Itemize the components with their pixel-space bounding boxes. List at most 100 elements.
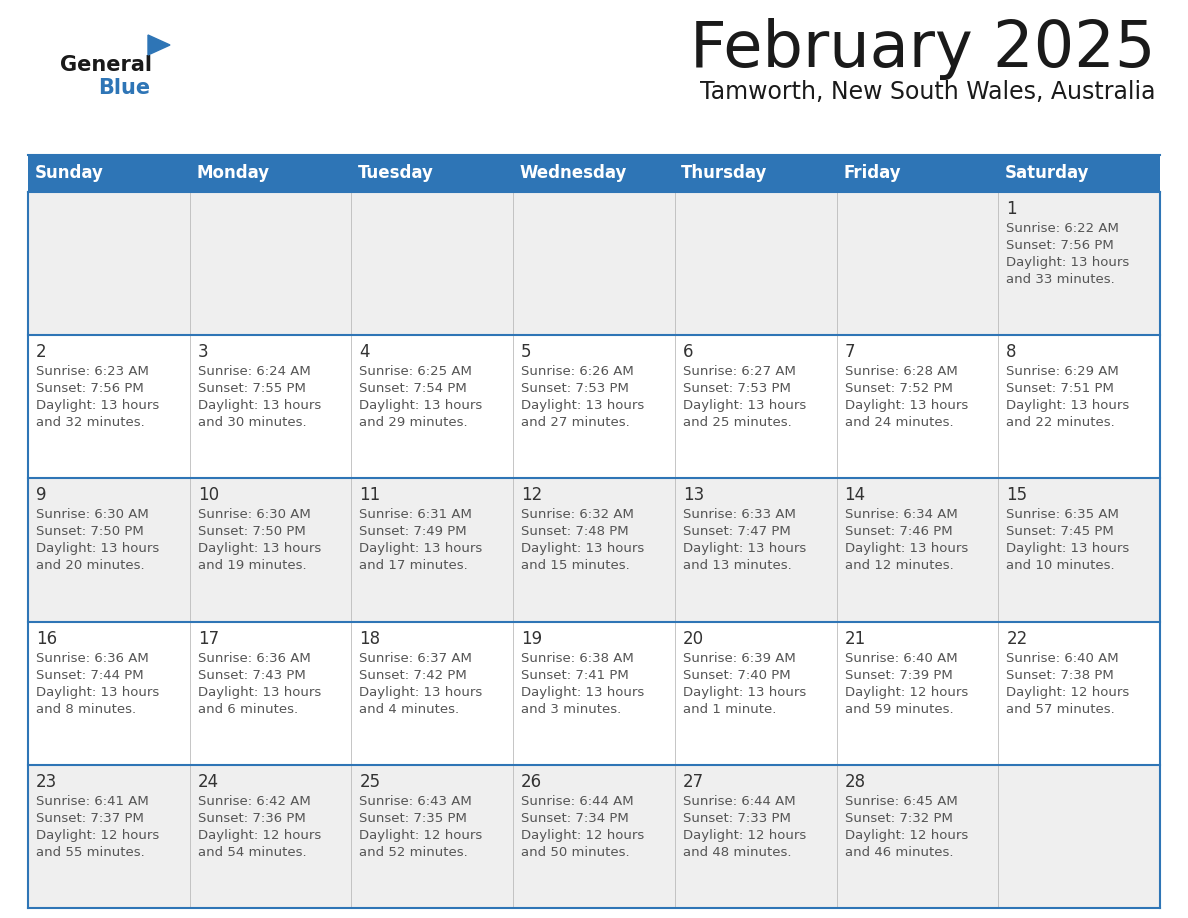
Text: and 46 minutes.: and 46 minutes.: [845, 845, 953, 859]
Text: Daylight: 13 hours: Daylight: 13 hours: [845, 399, 968, 412]
Text: and 30 minutes.: and 30 minutes.: [197, 416, 307, 430]
Text: and 13 minutes.: and 13 minutes.: [683, 559, 791, 573]
Text: Sunrise: 6:23 AM: Sunrise: 6:23 AM: [36, 365, 148, 378]
Text: 6: 6: [683, 343, 694, 361]
Text: Sunrise: 6:29 AM: Sunrise: 6:29 AM: [1006, 365, 1119, 378]
Text: Daylight: 12 hours: Daylight: 12 hours: [1006, 686, 1130, 699]
Text: and 57 minutes.: and 57 minutes.: [1006, 702, 1116, 716]
Text: Sunrise: 6:40 AM: Sunrise: 6:40 AM: [845, 652, 958, 665]
Text: Sunrise: 6:31 AM: Sunrise: 6:31 AM: [360, 509, 473, 521]
Text: Thursday: Thursday: [682, 164, 767, 183]
Text: Sunset: 7:53 PM: Sunset: 7:53 PM: [683, 382, 791, 396]
Text: Sunset: 7:51 PM: Sunset: 7:51 PM: [1006, 382, 1114, 396]
Text: 23: 23: [36, 773, 57, 790]
Text: Daylight: 12 hours: Daylight: 12 hours: [522, 829, 644, 842]
Text: and 19 minutes.: and 19 minutes.: [197, 559, 307, 573]
Text: and 8 minutes.: and 8 minutes.: [36, 702, 137, 716]
Text: Sunset: 7:50 PM: Sunset: 7:50 PM: [197, 525, 305, 538]
Text: and 6 minutes.: and 6 minutes.: [197, 702, 298, 716]
Text: and 10 minutes.: and 10 minutes.: [1006, 559, 1114, 573]
Text: and 55 minutes.: and 55 minutes.: [36, 845, 145, 859]
Text: Sunrise: 6:36 AM: Sunrise: 6:36 AM: [36, 652, 148, 665]
Text: Daylight: 13 hours: Daylight: 13 hours: [683, 399, 807, 412]
Text: Daylight: 13 hours: Daylight: 13 hours: [1006, 399, 1130, 412]
Text: 15: 15: [1006, 487, 1028, 504]
Text: Sunrise: 6:27 AM: Sunrise: 6:27 AM: [683, 365, 796, 378]
Text: Daylight: 13 hours: Daylight: 13 hours: [1006, 256, 1130, 269]
Bar: [29, 192, 1159, 335]
Text: Daylight: 12 hours: Daylight: 12 hours: [360, 829, 482, 842]
Text: Monday: Monday: [196, 164, 270, 183]
Text: Sunset: 7:50 PM: Sunset: 7:50 PM: [36, 525, 144, 538]
Text: 7: 7: [845, 343, 855, 361]
Text: Sunset: 7:46 PM: Sunset: 7:46 PM: [845, 525, 953, 538]
Text: 19: 19: [522, 630, 542, 647]
Text: Sunrise: 6:37 AM: Sunrise: 6:37 AM: [360, 652, 473, 665]
Text: Sunrise: 6:26 AM: Sunrise: 6:26 AM: [522, 365, 634, 378]
Text: Sunset: 7:35 PM: Sunset: 7:35 PM: [360, 812, 467, 824]
Text: and 29 minutes.: and 29 minutes.: [360, 416, 468, 430]
Text: Sunset: 7:47 PM: Sunset: 7:47 PM: [683, 525, 790, 538]
Text: and 22 minutes.: and 22 minutes.: [1006, 416, 1116, 430]
Text: Sunset: 7:53 PM: Sunset: 7:53 PM: [522, 382, 628, 396]
Text: Tuesday: Tuesday: [358, 164, 434, 183]
Text: Sunrise: 6:28 AM: Sunrise: 6:28 AM: [845, 365, 958, 378]
Text: 18: 18: [360, 630, 380, 647]
Text: and 1 minute.: and 1 minute.: [683, 702, 776, 716]
Text: Sunset: 7:56 PM: Sunset: 7:56 PM: [36, 382, 144, 396]
Text: 8: 8: [1006, 343, 1017, 361]
Text: Daylight: 12 hours: Daylight: 12 hours: [845, 829, 968, 842]
Text: and 27 minutes.: and 27 minutes.: [522, 416, 630, 430]
Text: Sunset: 7:36 PM: Sunset: 7:36 PM: [197, 812, 305, 824]
Text: Sunrise: 6:44 AM: Sunrise: 6:44 AM: [522, 795, 633, 808]
Text: 22: 22: [1006, 630, 1028, 647]
Text: Sunrise: 6:44 AM: Sunrise: 6:44 AM: [683, 795, 796, 808]
Text: Blue: Blue: [97, 78, 150, 98]
Text: and 20 minutes.: and 20 minutes.: [36, 559, 145, 573]
Bar: [29, 621, 1159, 765]
Text: Daylight: 13 hours: Daylight: 13 hours: [683, 686, 807, 699]
Bar: [29, 155, 1159, 192]
Text: Sunrise: 6:43 AM: Sunrise: 6:43 AM: [360, 795, 472, 808]
Polygon shape: [148, 35, 170, 55]
Text: and 15 minutes.: and 15 minutes.: [522, 559, 630, 573]
Text: Daylight: 13 hours: Daylight: 13 hours: [360, 686, 482, 699]
Text: and 59 minutes.: and 59 minutes.: [845, 702, 953, 716]
Text: and 3 minutes.: and 3 minutes.: [522, 702, 621, 716]
Text: 24: 24: [197, 773, 219, 790]
Text: 17: 17: [197, 630, 219, 647]
Text: Daylight: 12 hours: Daylight: 12 hours: [683, 829, 807, 842]
Text: and 33 minutes.: and 33 minutes.: [1006, 273, 1116, 286]
Text: 13: 13: [683, 487, 704, 504]
Text: Sunday: Sunday: [34, 164, 103, 183]
Text: Daylight: 13 hours: Daylight: 13 hours: [36, 686, 159, 699]
Text: Sunset: 7:40 PM: Sunset: 7:40 PM: [683, 668, 790, 681]
Text: Daylight: 13 hours: Daylight: 13 hours: [522, 686, 644, 699]
Text: Daylight: 12 hours: Daylight: 12 hours: [845, 686, 968, 699]
Text: 20: 20: [683, 630, 704, 647]
Text: Sunset: 7:56 PM: Sunset: 7:56 PM: [1006, 239, 1114, 252]
Text: Daylight: 13 hours: Daylight: 13 hours: [522, 399, 644, 412]
Text: 11: 11: [360, 487, 380, 504]
Bar: [29, 478, 1159, 621]
Text: Daylight: 13 hours: Daylight: 13 hours: [36, 543, 159, 555]
Text: Sunrise: 6:36 AM: Sunrise: 6:36 AM: [197, 652, 310, 665]
Text: and 54 minutes.: and 54 minutes.: [197, 845, 307, 859]
Text: 25: 25: [360, 773, 380, 790]
Text: 27: 27: [683, 773, 704, 790]
Text: 16: 16: [36, 630, 57, 647]
Text: Sunrise: 6:34 AM: Sunrise: 6:34 AM: [845, 509, 958, 521]
Text: Daylight: 13 hours: Daylight: 13 hours: [360, 399, 482, 412]
Text: Saturday: Saturday: [1005, 164, 1089, 183]
Text: Sunset: 7:55 PM: Sunset: 7:55 PM: [197, 382, 305, 396]
Text: Sunset: 7:54 PM: Sunset: 7:54 PM: [360, 382, 467, 396]
Text: General: General: [61, 55, 152, 75]
Text: 28: 28: [845, 773, 866, 790]
Text: and 17 minutes.: and 17 minutes.: [360, 559, 468, 573]
Text: Daylight: 13 hours: Daylight: 13 hours: [197, 686, 321, 699]
Text: Daylight: 12 hours: Daylight: 12 hours: [36, 829, 159, 842]
Text: Friday: Friday: [843, 164, 901, 183]
Text: Sunrise: 6:41 AM: Sunrise: 6:41 AM: [36, 795, 148, 808]
Text: Sunrise: 6:22 AM: Sunrise: 6:22 AM: [1006, 222, 1119, 235]
Text: and 32 minutes.: and 32 minutes.: [36, 416, 145, 430]
